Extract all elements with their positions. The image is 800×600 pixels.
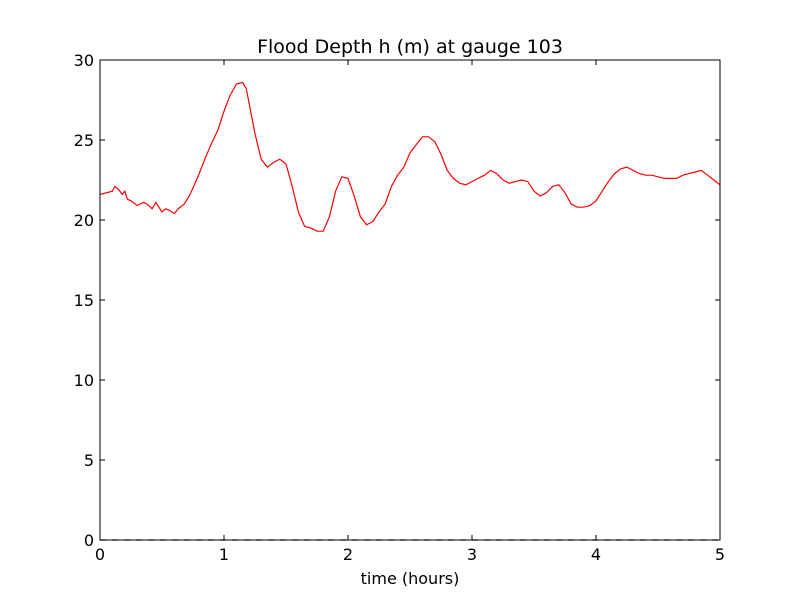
x-tick-label: 2 xyxy=(343,545,353,564)
flood-depth-line xyxy=(99,81,721,232)
x-tick-label: 1 xyxy=(219,545,229,564)
x-tick-label: 3 xyxy=(467,545,477,564)
y-tick-label: 5 xyxy=(84,451,94,470)
x-tick-label: 0 xyxy=(95,545,105,564)
y-tick-label: 0 xyxy=(84,531,94,550)
x-tick-label: 4 xyxy=(591,545,601,564)
y-tick-label: 30 xyxy=(74,51,94,70)
axis-ticks: 0 1 2 3 4 5 0 5 10 15 20 25 30 xyxy=(74,51,725,564)
x-axis-label: time (hours) xyxy=(361,569,460,588)
x-tick-label: 5 xyxy=(715,545,725,564)
plot-area xyxy=(99,81,721,541)
plot-frame xyxy=(99,59,721,541)
y-tick-label: 10 xyxy=(74,371,94,390)
y-tick-label: 15 xyxy=(74,291,94,310)
chart-title: Flood Depth h (m) at gauge 103 xyxy=(257,36,563,58)
y-tick-label: 20 xyxy=(74,211,94,230)
y-tick-label: 25 xyxy=(74,131,94,150)
